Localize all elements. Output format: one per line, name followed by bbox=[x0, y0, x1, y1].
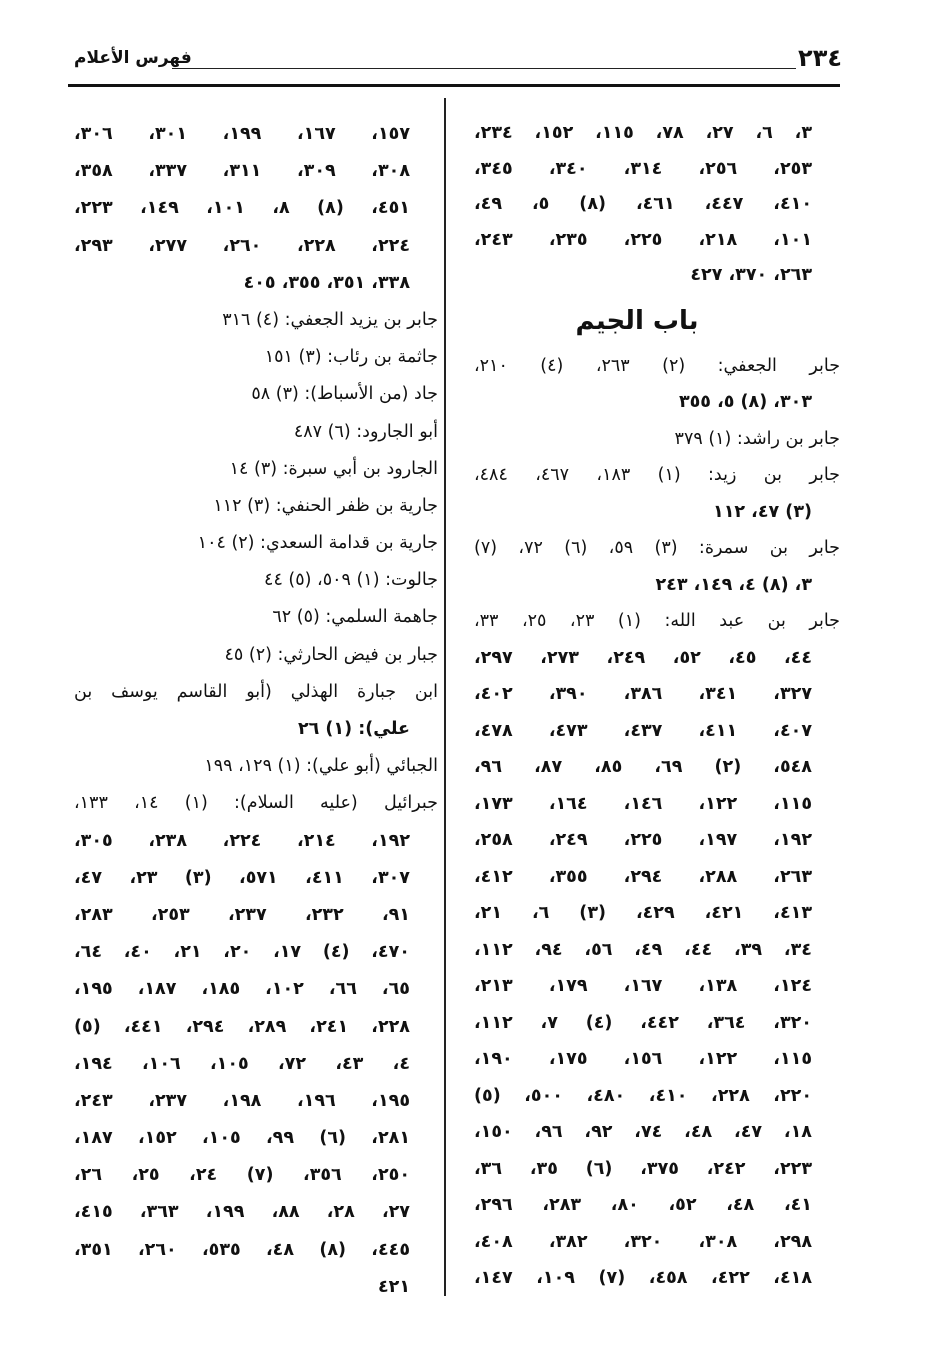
header-rule bbox=[68, 84, 840, 87]
page-references-line: ٤٤٥، (٨) ٤٨، ٥٣٥، ٢٦٠، ٣٥١، bbox=[74, 1239, 411, 1260]
page-references-line: ٢٥٣، ٢٥٦، ٣١٤، ٣٤٠، ٣٤٥، bbox=[474, 158, 813, 179]
page-references-line: ٣٢٠، ٣٦٤، ٤٤٢، (٤) ٧، ١١٢، bbox=[474, 1012, 812, 1033]
page-references-line: ١٩٢، ٢١٤، ٢٢٤، ٢٣٨، ٣٠٥، bbox=[74, 830, 411, 851]
page-references-line: ٤٧٠، (٤) ١٧، ٢٠، ٢١، ٤٠، ٦٤، bbox=[74, 942, 410, 963]
index-entry: جابر بن يزيد الجعفي: (٤) ٣١٦ bbox=[222, 309, 438, 330]
right-column-entries: جابر الجعفي: (٢) ٢٦٣، (٤) ٢١٠، ٣٠٣، (٨) ٥… bbox=[474, 348, 840, 1297]
index-entry: جاهمة السلمي: (٥) ٦٢ bbox=[272, 607, 438, 628]
column-divider bbox=[444, 98, 446, 1296]
page-references-line: علي): (١) ٢٦ bbox=[297, 719, 410, 739]
page-references-line: ٦٥، ٦٦، ١٠٢، ١٨٥، ١٨٧، ١٩٥، bbox=[74, 979, 410, 1000]
page-number: ٢٣٤ bbox=[798, 44, 842, 72]
right-column-top-lines: ٣، ٦، ٢٧، ٧٨، ١١٥، ١٥٢، ٢٣٤، ٢٥٣، ٢٥٦، ٣١… bbox=[474, 116, 840, 294]
index-entry: جاد (من الأسباط): (٣) ٥٨ bbox=[251, 384, 438, 405]
index-entry: ابن جبارة الهذلي (أبو القاسم يوسف بن bbox=[74, 681, 438, 702]
header-rule-thin bbox=[172, 68, 796, 69]
index-entry: الجبائي (أبو علي): (١) ١٢٩، ١٩٩ bbox=[204, 756, 438, 777]
page-references-line: ٣٠٨، ٣٠٩، ٣١١، ٣٣٧، ٣٥٨، bbox=[74, 161, 411, 182]
page-references-line: ١٠١، ٢١٨، ٢٢٥، ٢٣٥، ٢٤٣، bbox=[474, 229, 813, 250]
page-references-line: ٣٢٧، ٣٤١، ٣٨٦، ٣٩٠، ٤٠٢، bbox=[474, 684, 813, 705]
page-references-line: ١٢٤، ١٣٨، ١٦٧، ١٧٩، ٢١٣، bbox=[474, 976, 813, 997]
page-references-line: ٤٠٧، ٤١١، ٤٣٧، ٤٧٣، ٤٧٨، bbox=[474, 720, 813, 741]
page-references-line: ١٩٥، ١٩٦، ١٩٨، ٢٣٧، ٢٤٣، bbox=[74, 1090, 411, 1111]
page-references-line: ١٨، ٤٧، ٤٨، ٧٤، ٩٢، ٩٦، ١٥٠، bbox=[474, 1122, 812, 1143]
page-references-line: ١٩٢، ١٩٧، ٢٢٥، ٢٤٩، ٢٥٨، bbox=[474, 830, 813, 851]
index-entry: الجارود بن أبي سبرة: (٣) ١٤ bbox=[229, 458, 438, 479]
page-references-line: ٤٤، ٤٥، ٥٢، ٢٤٩، ٢٧٣، ٢٩٧، bbox=[474, 647, 813, 668]
page-references-line: ٢٨١، (٦) ٩٩، ١٠٥، ١٥٢، ١٨٧، bbox=[74, 1128, 411, 1149]
index-entry: جارية بن ظفر الحنفي: (٣) ١١٢ bbox=[213, 495, 438, 516]
index-entry: جالوت: (١) ٥٠٩، (٥) ٤٤ bbox=[264, 570, 438, 591]
page-references-line: ٣٣٨، ٣٥١، ٣٥٥، ٤٠٥ bbox=[243, 272, 410, 293]
running-title: فهرس الأعلام bbox=[74, 48, 192, 68]
page-references-line: ٤١٨، ٤٢٢، ٤٥٨، (٧) ١٠٩، ١٤٧، bbox=[474, 1268, 813, 1289]
index-entry: جاثمة بن رئاب: (٣) ١٥١ bbox=[264, 347, 438, 368]
page-references-line: ٢٩٨، ٣٠٨، ٣٢٠، ٣٨٢، ٤٠٨، bbox=[474, 1231, 813, 1252]
page-references-line: ٢٢٣، ٢٤٢، ٣٧٥، (٦) ٣٥، ٣٦، bbox=[474, 1158, 812, 1179]
page-references-line: ٤١٠، ٤٤٧، ٤٦١، (٨) ٥، ٤٩، bbox=[474, 194, 813, 215]
page-references-line: ٢٢٨، ٢٤١، ٢٨٩، ٢٩٤، ٤٤١، (٥) bbox=[74, 1016, 410, 1037]
page-references-line: ٤٢١ bbox=[377, 1276, 410, 1297]
index-entry: جارية بن قدامة السعدي: (٢) ١٠٤ bbox=[197, 533, 438, 554]
page-references-line: ١١٥، ١٢٢، ١٤٦، ١٦٤، ١٧٣، bbox=[474, 793, 813, 814]
index-entry: جابر بن سمرة: (٣) ٥٩، (٦) ٧٢، (٧) bbox=[474, 538, 841, 559]
page-references-line: ٤١، ٤٨، ٥٢، ٨٠، ٢٨٣، ٢٩٦، bbox=[474, 1195, 812, 1216]
page-references-line: ٤٥١، (٨) ٨، ١٠١، ١٤٩، ٢٢٣، bbox=[74, 198, 410, 219]
page-references-line: ٩١، ٢٣٢، ٢٣٧، ٢٥٣، ٢٨٣، bbox=[74, 904, 410, 925]
page-references-line: ١٥٧، ١٦٧، ١٩٩، ٣٠١، ٣٠٦، bbox=[74, 124, 411, 144]
page-references-line: ٣٠٧، ٤١١، ٥٧١، (٣) ٢٣، ٤٧، bbox=[74, 867, 410, 888]
page-references-line: ٤، ٤٣، ٧٢، ١٠٥، ١٠٦، ١٩٤، bbox=[74, 1053, 410, 1074]
page-references-line: ٢٥٠، ٣٥٦، (٧) ٢٤، ٢٥، ٢٦، bbox=[74, 1165, 410, 1186]
page-references-line: ٢٦٣، ٣٧٠، ٤٢٧ bbox=[690, 265, 812, 286]
page-references-line: ٢٢٠، ٢٢٨، ٤١٠، ٤٨٠، ٥٠٠، (٥) bbox=[474, 1085, 813, 1106]
index-entry: جابر الجعفي: (٢) ٢٦٣، (٤) ٢١٠، bbox=[474, 355, 841, 376]
page-references-line: ٣٤، ٣٩، ٤٤، ٤٩، ٥٦، ٩٤، ١١٢، bbox=[474, 939, 812, 960]
index-entry: جابر بن زيد: (١) ١٨٣، ٤٦٧، ٤٨٤، bbox=[474, 465, 840, 486]
page-references-line: (٣) ٤٧، ١١٢ bbox=[713, 501, 812, 522]
index-entry: جابر بن عبد الله: (١) ٢٣، ٢٥، ٣٣، bbox=[474, 611, 841, 632]
page-references-line: ٣، ٦، ٢٧، ٧٨، ١١٥، ١٥٢، ٢٣٤، bbox=[474, 123, 813, 143]
index-entry: جبار بن فيض الحارثي: (٢) ٤٥ bbox=[224, 644, 438, 665]
index-entry: أبو الجارود: (٦) ٤٨٧ bbox=[293, 421, 438, 442]
section-heading: باب الجيم bbox=[575, 305, 699, 336]
right-column: ٣، ٦، ٢٧، ٧٨، ١١٥، ١٥٢، ٢٣٤، ٢٥٣، ٢٥٦، ٣١… bbox=[474, 116, 840, 1297]
page-references-line: ٣، (٨) ٤، ١٤٩، ٢٤٣ bbox=[655, 574, 813, 595]
page-references-line: ١١٥، ١٢٢، ١٥٦، ١٧٥، ١٩٠، bbox=[474, 1049, 813, 1070]
page-references-line: ٥٤٨، (٢) ٦٩، ٨٥، ٨٧، ٩٦، bbox=[474, 757, 812, 778]
page-references-line: ٢٢٤، ٢٢٨، ٢٦٠، ٢٧٧، ٢٩٣، bbox=[74, 235, 411, 256]
index-entry: جبرائيل (عليه السلام): (١) ١٤، ١٣٣، bbox=[74, 793, 438, 814]
index-entry: جابر بن راشد: (١) ٣٧٩ bbox=[674, 428, 840, 449]
page-references-line: ٢٦٣، ٢٨٨، ٢٩٤، ٣٥٥، ٤١٢، bbox=[474, 866, 813, 887]
left-column-entries: ١٥٧، ١٦٧، ١٩٩، ٣٠١، ٣٠٦، ٣٠٨، ٣٠٩، ٣١١، ٣… bbox=[74, 116, 438, 1306]
left-column: ١٥٧، ١٦٧، ١٩٩، ٣٠١، ٣٠٦، ٣٠٨، ٣٠٩، ٣١١، ٣… bbox=[74, 116, 438, 1306]
page-references-line: ٢٧، ٢٨، ٨٨، ١٩٩، ٣٦٣، ٤١٥، bbox=[74, 1202, 410, 1223]
page-references-line: ٤١٣، ٤٢١، ٤٢٩، (٣) ٦، ٢١، bbox=[474, 903, 813, 924]
page-references-line: ٣٠٣، (٨) ٥، ٣٥٥ bbox=[678, 392, 812, 413]
